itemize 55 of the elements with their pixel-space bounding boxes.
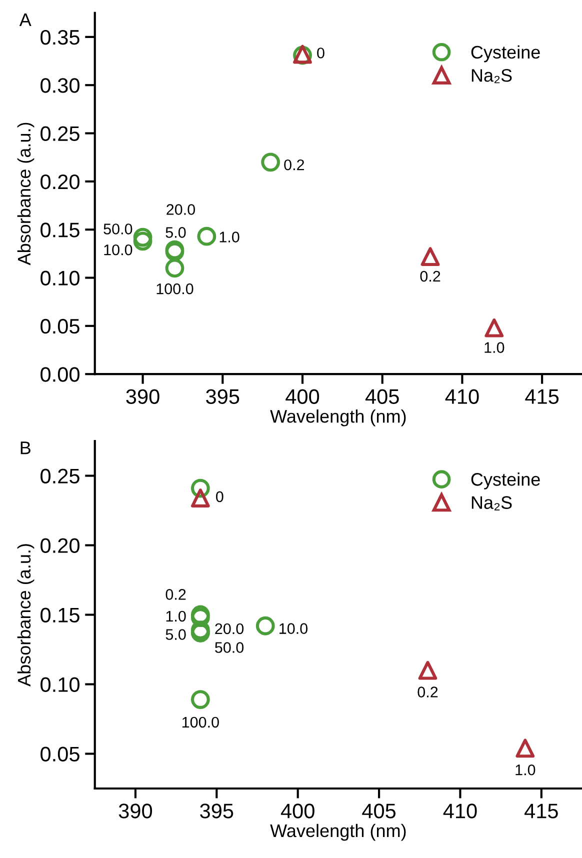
y-tick-label: 0.25: [40, 126, 80, 142]
y-tick-label: 0.20: [40, 538, 80, 554]
annotation: 20.0: [215, 623, 244, 634]
annotation: 1.0: [166, 610, 186, 622]
x-tick-label: 410: [443, 804, 477, 818]
y-tick-label: 0.00: [40, 367, 80, 382]
x-tick-label: 415: [525, 389, 559, 404]
x-tick-label: 390: [118, 804, 152, 818]
x-tick-label: 405: [362, 804, 396, 818]
x-axis-title: Wavelength (nm): [270, 824, 406, 841]
annotation: 10.0: [104, 244, 132, 256]
annotation: 0.2: [284, 159, 304, 170]
x-tick-label: 395: [200, 804, 234, 818]
annotation: 0.2: [166, 589, 186, 600]
x-tick-label: 390: [126, 389, 160, 404]
legend-label: Cysteine: [471, 472, 540, 490]
y-axis-title: Absorbance (a.u.): [17, 544, 34, 686]
annotation: 50.0: [104, 224, 132, 234]
annotation: 100.0: [182, 716, 219, 728]
y-tick-label: 0.10: [40, 270, 80, 286]
annotation: 1.0: [484, 342, 504, 353]
annotation: 0.2: [420, 270, 440, 282]
x-tick-label: 400: [286, 389, 320, 404]
y-axis-title: Absorbance (a.u.): [17, 122, 34, 266]
y-tick-label: 0.15: [40, 608, 80, 623]
annotation: 0: [216, 491, 224, 502]
y-tick-label: 0.20: [40, 174, 80, 190]
legend-label: Na₂S: [472, 69, 512, 84]
x-tick-label: 395: [206, 389, 240, 404]
x-tick-label: 405: [365, 389, 399, 404]
y-tick-label: 0.05: [40, 318, 80, 334]
annotation: 0: [317, 48, 324, 58]
chart-title: B: [20, 442, 30, 454]
chart-title: A: [19, 14, 32, 26]
annotation: 50.0: [215, 642, 244, 653]
annotation: 0.2: [418, 686, 438, 698]
x-tick-label: 410: [445, 389, 479, 404]
legend-label: Cysteine: [471, 45, 540, 62]
y-tick-label: 0.30: [40, 78, 80, 93]
y-tick-label: 0.15: [40, 222, 80, 238]
y-tick-label: 0.25: [40, 468, 80, 484]
annotation: 1.0: [516, 764, 536, 776]
x-tick-label: 415: [524, 804, 558, 818]
y-tick-label: 0.35: [40, 30, 80, 45]
annotation: 20.0: [166, 204, 195, 215]
annotation: 100.0: [156, 283, 194, 294]
y-tick-label: 0.10: [40, 677, 80, 692]
legend-label: Na₂S: [472, 496, 512, 510]
annotation: 5.0: [166, 227, 186, 238]
annotation: 1.0: [220, 232, 240, 242]
x-axis-title: Wavelength (nm): [270, 409, 406, 426]
annotation: 10.0: [280, 623, 308, 634]
x-tick-label: 400: [280, 804, 314, 818]
annotation: 5.0: [166, 629, 186, 640]
y-tick-label: 0.05: [40, 746, 80, 762]
